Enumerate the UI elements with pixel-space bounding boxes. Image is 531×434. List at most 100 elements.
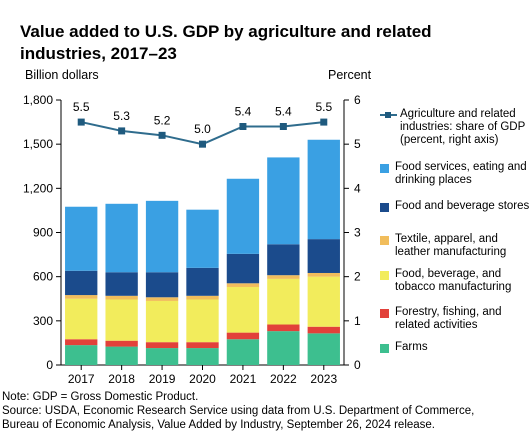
source-text-line-1: Source: USDA, Economic Research Service …	[2, 405, 475, 417]
bar-segment-2	[307, 276, 340, 327]
share-of-gdp-point	[77, 118, 85, 126]
legend-swatch	[380, 203, 389, 212]
bar-segment-1	[65, 339, 98, 346]
legend-swatch	[380, 344, 389, 353]
bar-segment-3	[267, 275, 300, 279]
left-tick-label: 600	[33, 270, 53, 284]
bar-segment-4	[145, 272, 179, 298]
bar-segment-5	[105, 203, 138, 273]
bar-segment-5	[226, 178, 260, 254]
bar-segment-0	[267, 331, 300, 365]
bar-segment-2	[226, 286, 260, 333]
note-text: Note: GDP = Gross Domestic Product.	[2, 391, 199, 403]
bar-segment-0	[307, 333, 340, 365]
legend-swatch	[380, 164, 389, 173]
right-tick-label: 2	[354, 270, 361, 284]
bar-segment-4	[307, 239, 340, 273]
bar-segment-4	[105, 272, 138, 296]
share-of-gdp-data-label: 5.4	[275, 105, 292, 119]
legend-label: Forestry, fishing, and related activitie…	[395, 306, 502, 331]
x-tick-label: 2019	[149, 372, 176, 386]
bar-segment-1	[226, 332, 260, 340]
right-tick-label: 6	[354, 93, 361, 107]
legend-item: Textile, apparel, and leather manufactur…	[380, 233, 530, 259]
legend-label: Textile, apparel, and leather manufactur…	[395, 233, 507, 258]
bar-segment-4	[267, 244, 300, 276]
legend-item: Forestry, fishing, and related activitie…	[380, 306, 530, 332]
legend-label: Food, beverage, and tobacco manufacturin…	[395, 268, 512, 293]
share-of-gdp-data-label: 5.5	[315, 100, 332, 114]
share-of-gdp-point	[279, 123, 287, 130]
left-tick-label: 1,800	[23, 93, 53, 107]
legend-label: Food services, eating and drinking place…	[395, 161, 527, 186]
right-tick-label: 5	[354, 137, 361, 151]
right-tick-label: 1	[354, 314, 361, 328]
x-tick-label: 2022	[270, 372, 297, 386]
right-tick-label: 3	[354, 226, 361, 240]
x-tick-label: 2023	[310, 372, 337, 386]
left-axis-label: Billion dollars	[25, 68, 99, 82]
bar-segment-3	[145, 297, 179, 301]
bar-segment-0	[145, 348, 179, 365]
right-tick-label: 0	[354, 358, 361, 372]
bar-segment-0	[105, 346, 138, 365]
left-tick-label: 900	[33, 226, 53, 240]
bar-segment-3	[65, 295, 98, 299]
share-of-gdp-point	[239, 123, 247, 130]
x-tick-label: 2020	[189, 372, 216, 386]
legend-item: Agriculture and related industries: shar…	[380, 108, 530, 147]
bar-segment-2	[145, 300, 179, 343]
left-tick-label: 1,500	[23, 137, 53, 151]
legend-swatch	[380, 309, 389, 318]
share-of-gdp-data-label: 5.3	[113, 109, 130, 123]
share-of-gdp-point	[158, 131, 166, 139]
legend-swatch	[380, 236, 389, 245]
bar-segment-5	[267, 157, 300, 245]
legend-label: Food and beverage stores	[395, 200, 530, 212]
x-tick-label: 2018	[108, 372, 135, 386]
legend-swatch	[380, 271, 389, 280]
legend-item: Food and beverage stores	[380, 200, 530, 213]
bar-segment-1	[307, 326, 340, 334]
bar-segment-3	[105, 295, 138, 300]
share-of-gdp-data-label: 5.2	[154, 113, 171, 127]
bar-segment-2	[267, 278, 300, 325]
chart-title-line-1: Value added to U.S. GDP by agriculture a…	[20, 22, 432, 41]
bar-segment-5	[145, 200, 179, 273]
bar-segment-2	[105, 299, 138, 341]
legend-item: Food, beverage, and tobacco manufacturin…	[380, 268, 530, 294]
share-of-gdp-data-label: 5.0	[194, 122, 211, 136]
bar-segment-2	[65, 298, 98, 340]
share-of-gdp-data-label: 5.4	[235, 105, 252, 119]
left-tick-label: 0	[46, 358, 53, 372]
right-tick-label: 4	[354, 181, 361, 195]
chart-title-line-2: industries, 2017–23	[20, 44, 177, 63]
bar-segment-1	[267, 324, 300, 332]
share-of-gdp-point	[320, 118, 328, 126]
chart-title: Value added to U.S. GDP by agriculture a…	[20, 21, 490, 65]
bar-segment-4	[65, 270, 98, 296]
legend-label: Agriculture and related industries: shar…	[400, 108, 526, 146]
legend-item: Farms	[380, 341, 530, 354]
bar-segment-4	[186, 267, 219, 296]
x-tick-label: 2017	[68, 372, 95, 386]
bar-segment-0	[186, 348, 219, 365]
bar-segment-0	[226, 339, 260, 365]
left-tick-label: 300	[33, 314, 53, 328]
x-tick-label: 2021	[230, 372, 257, 386]
right-axis-label: Percent	[328, 68, 372, 82]
share-of-gdp-data-label: 5.5	[73, 100, 90, 114]
legend-item: Food services, eating and drinking place…	[380, 161, 530, 187]
bar-segment-5	[307, 139, 340, 240]
bar-segment-4	[226, 253, 260, 284]
bar-segment-1	[145, 342, 179, 349]
source-text-line-2: Bureau of Economic Analysis, Value Added…	[2, 419, 436, 431]
bar-segment-1	[105, 340, 138, 347]
bar-segment-5	[186, 209, 219, 268]
bar-segment-3	[186, 295, 219, 300]
bar-segment-2	[186, 299, 219, 343]
legend-line-marker	[380, 111, 397, 120]
bar-segment-3	[307, 272, 340, 277]
legend-label: Farms	[395, 341, 428, 353]
